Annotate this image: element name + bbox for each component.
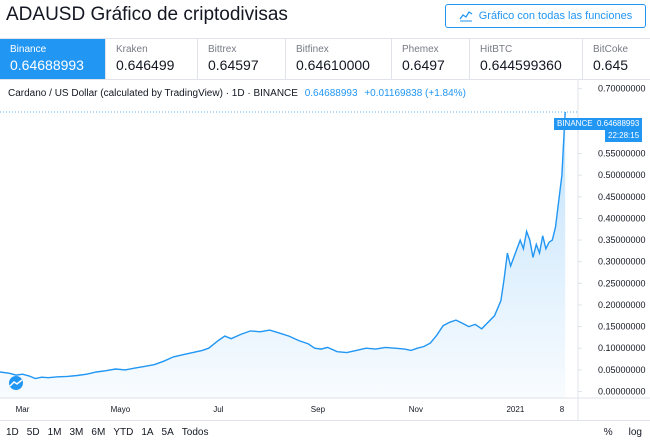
exchange-tab-hitbtc[interactable]: HitBTC 0.644599360 xyxy=(470,39,583,79)
price-chart[interactable]: 0.70000000 0.55000000 0.50000000 0.45000000… xyxy=(0,80,650,420)
exchange-name: HitBTC xyxy=(480,44,513,55)
exchange-tab-bitfinex[interactable]: Bitfinex 0.64610000 xyxy=(286,39,392,79)
chart-icon xyxy=(459,10,473,22)
y-tick-label: 0.05000000 xyxy=(598,365,646,375)
exchange-tabs: Binance 0.64688993 Kraken 0.646499 Bittr… xyxy=(0,38,650,80)
exchange-tab-phemex[interactable]: Phemex 0.6497 xyxy=(392,39,470,79)
y-tick-label: 0.45000000 xyxy=(598,192,646,202)
exchange-tab-kraken[interactable]: Kraken 0.646499 xyxy=(106,39,198,79)
log-scale-toggle[interactable]: log xyxy=(628,427,642,438)
legend-change: +0.01169838 (+1.84%) xyxy=(364,88,466,99)
exchange-name: Phemex xyxy=(402,44,439,55)
range-toolbar: 1D 5D 1M 3M 6M YTD 1A 5A Todos % log xyxy=(0,420,650,444)
exchange-name: Bitfinex xyxy=(296,44,329,55)
exchange-name: Kraken xyxy=(116,44,148,55)
x-tick-label: Jul xyxy=(213,405,223,414)
x-tick-label: Mar xyxy=(16,405,30,414)
range-button-1d[interactable]: 1D xyxy=(6,427,19,438)
y-tick-label: 0.40000000 xyxy=(598,213,646,223)
range-button-5d[interactable]: 5D xyxy=(26,427,40,438)
legend-title: Cardano / US Dollar (calculated by Tradi… xyxy=(8,88,298,99)
exchange-tab-bitcoke[interactable]: BitCoke 0.645 xyxy=(583,39,650,79)
range-button-1a[interactable]: 1A xyxy=(141,427,154,438)
exchange-price: 0.6497 xyxy=(402,57,445,73)
y-tick-label: 0.70000000 xyxy=(598,84,646,94)
chart-legend: Cardano / US Dollar (calculated by Tradi… xyxy=(8,88,466,99)
y-tick-label: 0.20000000 xyxy=(598,300,646,310)
countdown-tag: 22:28:15 xyxy=(605,130,643,142)
exchange-price: 0.644599360 xyxy=(480,57,562,73)
exchange-tab-bittrex[interactable]: Bittrex 0.64597 xyxy=(198,39,286,79)
exchange-price: 0.64610000 xyxy=(296,57,370,73)
y-tick-label: 0.55000000 xyxy=(598,149,646,159)
range-button-6m[interactable]: 6M xyxy=(91,427,106,438)
x-tick-label: Sep xyxy=(311,405,326,414)
y-tick-label: 0.50000000 xyxy=(598,170,646,180)
range-button-1m[interactable]: 1M xyxy=(47,427,62,438)
y-tick-label: 0.15000000 xyxy=(598,322,646,332)
legend-price: 0.64688993 xyxy=(304,88,358,99)
range-button-5a[interactable]: 5A xyxy=(161,427,174,438)
tradingview-logo[interactable] xyxy=(6,376,26,390)
y-tick-label: 0.35000000 xyxy=(598,235,646,245)
x-tick-label: Mayo xyxy=(111,405,131,414)
full-chart-button[interactable]: Gráfico con todas las funciones xyxy=(445,4,646,28)
range-button-3m[interactable]: 3M xyxy=(69,427,84,438)
exchange-price-tag: BINANCE xyxy=(554,118,596,130)
last-price-tag: 0.64688993 xyxy=(594,118,643,130)
exchange-price: 0.64597 xyxy=(208,57,259,73)
percent-scale-toggle[interactable]: % xyxy=(603,427,613,438)
exchange-price: 0.645 xyxy=(593,57,629,73)
y-tick-label: 0.25000000 xyxy=(598,278,646,288)
exchange-name: Binance xyxy=(10,44,47,55)
x-tick-label: 2021 xyxy=(506,405,524,414)
exchange-name: Bittrex xyxy=(208,44,237,55)
scale-toggles: % log xyxy=(604,427,642,438)
price-line xyxy=(0,111,566,380)
price-area-fill xyxy=(0,112,566,398)
page-title: ADAUSD Gráfico de criptodivisas xyxy=(6,4,288,25)
y-tick-label: 0.00000000 xyxy=(598,387,646,397)
exchange-tab-binance[interactable]: Binance 0.64688993 xyxy=(0,39,106,79)
y-tick-label: 0.10000000 xyxy=(598,343,646,353)
exchange-price: 0.64688993 xyxy=(10,57,84,73)
range-button-todos[interactable]: Todos xyxy=(181,427,209,438)
y-tick-label: 0.30000000 xyxy=(598,257,646,267)
exchange-price: 0.646499 xyxy=(116,57,175,73)
range-button-ytd[interactable]: YTD xyxy=(113,427,134,438)
full-chart-button-label: Gráfico con todas las funciones xyxy=(478,10,633,22)
exchange-name: BitCoke xyxy=(593,44,629,55)
x-tick-label: 8 xyxy=(560,405,565,414)
x-tick-label: Nov xyxy=(409,405,423,414)
